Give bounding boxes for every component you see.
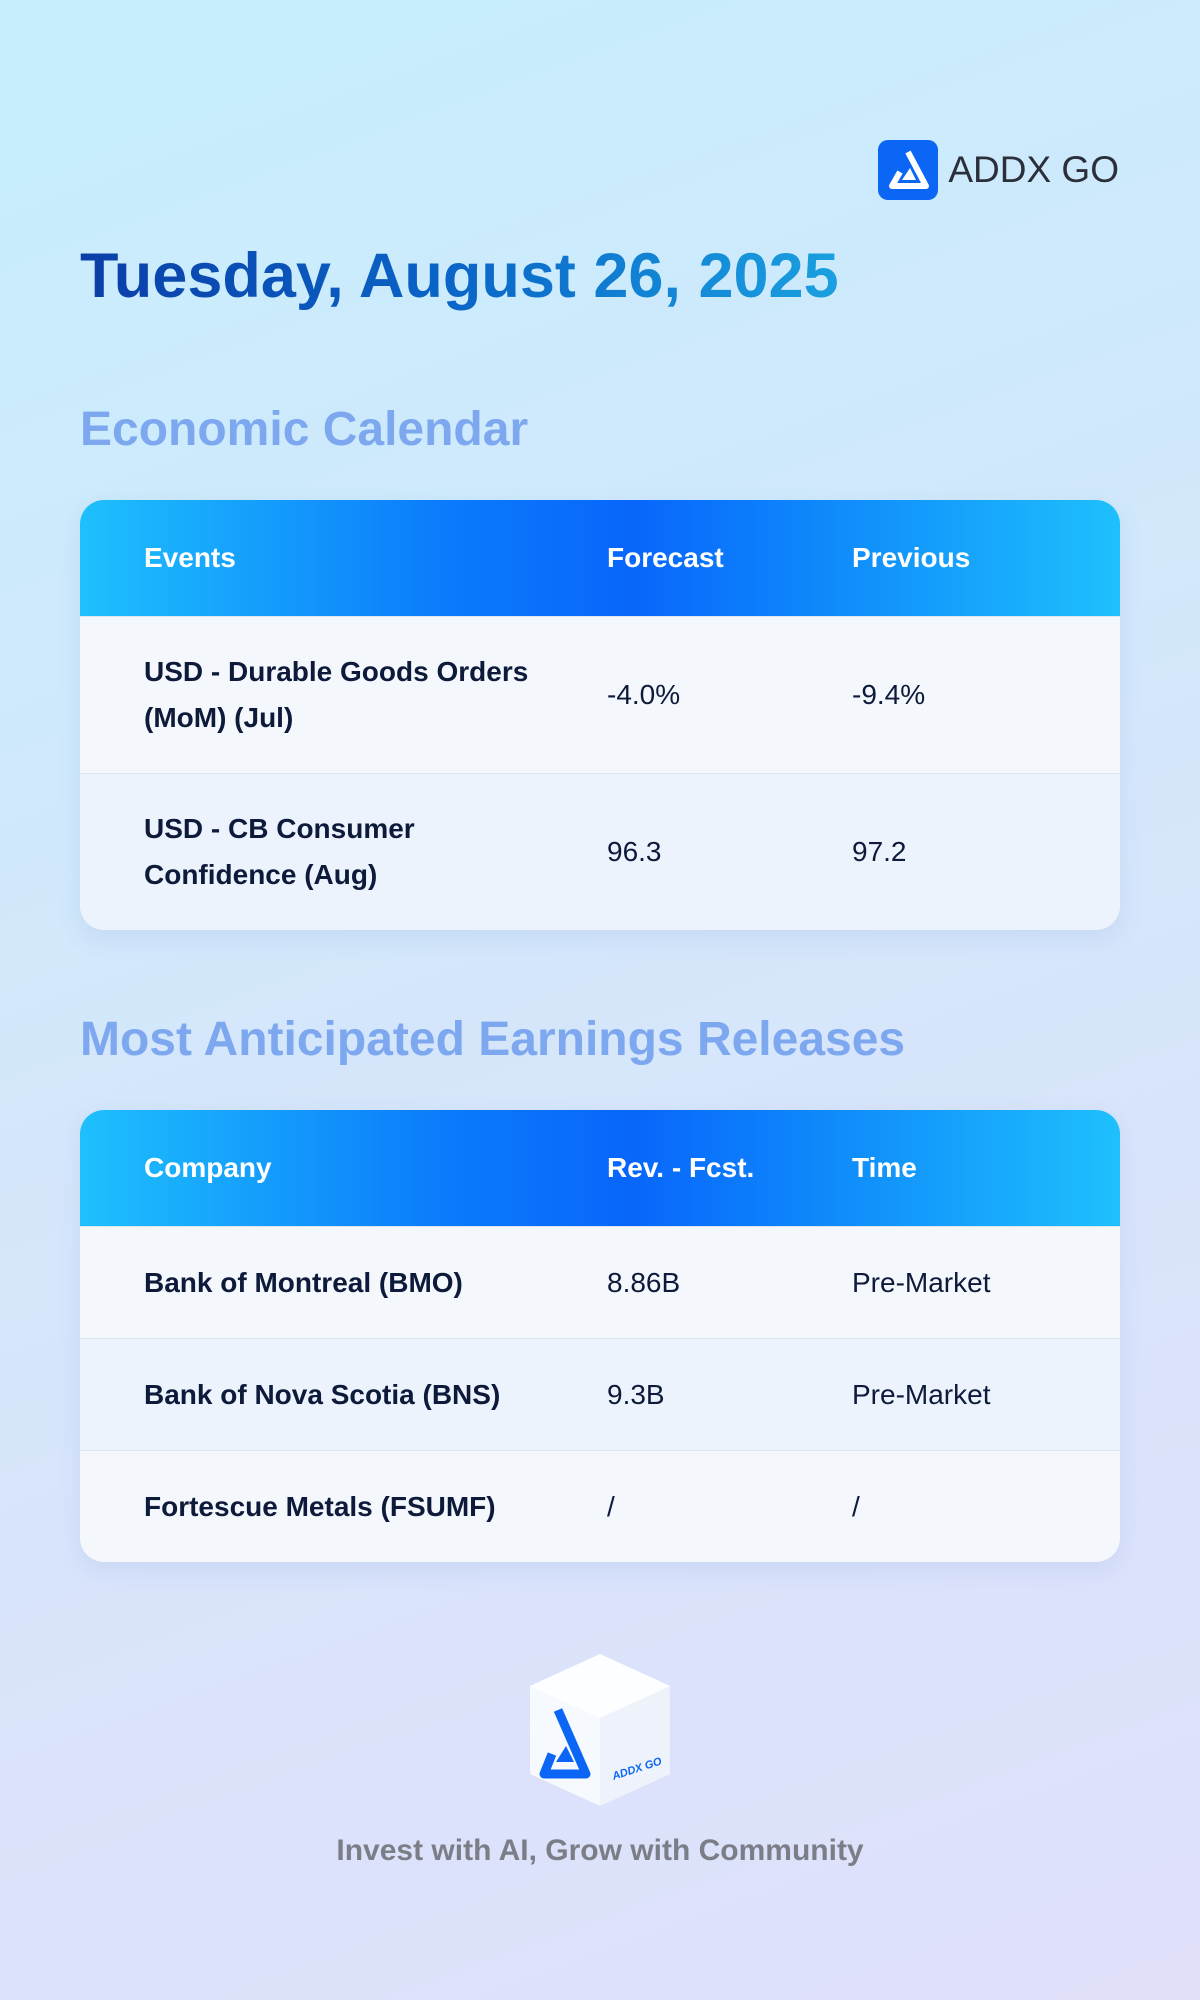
table-row: Bank of Nova Scotia (BNS) 9.3B Pre-Market: [80, 1338, 1120, 1450]
column-header: Forecast: [607, 542, 724, 573]
table-cell: 97.2: [852, 836, 907, 867]
table-cell: Bank of Nova Scotia (BNS): [144, 1378, 501, 1410]
table-cell: Pre-Market: [852, 1378, 991, 1410]
table: Company Rev. - Fcst. Time Bank of Montreal …: [80, 1110, 1120, 1562]
section-title: Most Anticipated Earnings Releases: [80, 1013, 906, 1066]
column-header: Time: [852, 1152, 917, 1183]
table-cell: /: [607, 1490, 615, 1522]
table-cell: USD - Durable Goods Orders (MoM) (Jul): [144, 656, 529, 733]
table: Events Forecast Previous USD - Durable Good…: [80, 500, 1120, 930]
cube-logo: ADDX GO: [530, 1654, 670, 1806]
table-header: Events Forecast Previous: [80, 500, 1120, 616]
table-row: Fortescue Metals (FSUMF) / /: [80, 1450, 1120, 1562]
column-header: Previous: [852, 542, 971, 573]
table-row: USD - Durable Goods Orders (MoM) (Jul) -4…: [80, 616, 1120, 773]
tagline: Invest with AI, Grow with Community: [336, 1834, 864, 1867]
table-cell: -4.0%: [607, 679, 681, 710]
date-title: Tuesday, August 26, 2025: [80, 241, 839, 311]
table-row: Bank of Montreal (BMO) 8.86B Pre-Market: [80, 1226, 1120, 1338]
table-cell: Bank of Montreal (BMO): [144, 1266, 463, 1298]
table-cell: -9.4%: [852, 679, 926, 710]
brand-icon: [878, 140, 939, 200]
column-header: Events: [144, 542, 236, 573]
column-header: Rev. - Fcst.: [607, 1152, 755, 1183]
table-cell: 9.3B: [607, 1378, 665, 1410]
section-title: Economic Calendar: [80, 403, 529, 456]
column-header: Company: [144, 1152, 272, 1183]
table-cell: Pre-Market: [852, 1266, 991, 1298]
brand-name: ADDX GO: [948, 149, 1119, 190]
brand: ADDX GO: [878, 140, 1119, 200]
table-header: Company Rev. - Fcst. Time: [80, 1110, 1120, 1226]
table-cell: /: [852, 1490, 860, 1522]
table-cell: Fortescue Metals (FSUMF): [144, 1490, 496, 1522]
table-cell: 96.3: [607, 836, 662, 867]
table-cell: USD - CB Consumer Confidence (Aug): [144, 813, 415, 890]
table-row: USD - CB Consumer Confidence (Aug) 96.3 97…: [80, 773, 1120, 930]
table-cell: 8.86B: [607, 1266, 681, 1298]
